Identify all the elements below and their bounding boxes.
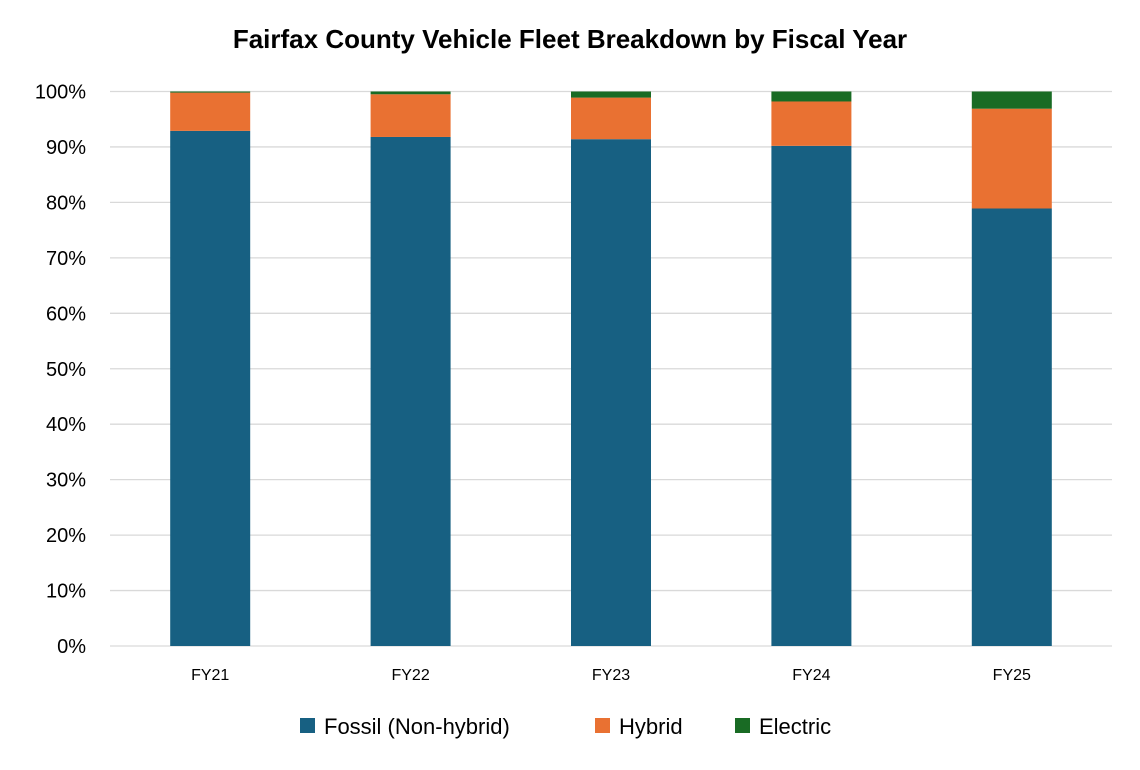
x-tick-label: FY25 <box>993 667 1031 684</box>
bar-electric-fy22 <box>370 91 451 95</box>
bar-hybrid-fy22 <box>370 94 451 137</box>
bar-fossil-non-hybrid-fy23 <box>571 139 651 646</box>
bar-hybrid-fy25 <box>971 108 1052 209</box>
y-tick-label: 10% <box>46 581 86 603</box>
x-axis-ticks: FY21 FY22 FY23 FY24 FY25 <box>191 667 1031 684</box>
legend-swatch <box>300 718 315 733</box>
bar-fossil-non-hybrid-fy21 <box>170 130 251 646</box>
bar-electric-fy24 <box>771 91 852 102</box>
y-tick-label: 90% <box>46 137 86 159</box>
bar-fossil-non-hybrid-fy25 <box>971 208 1052 646</box>
y-tick-label: 20% <box>46 525 86 547</box>
bar-electric-fy23 <box>571 91 651 98</box>
bar-hybrid-fy23 <box>571 97 651 140</box>
x-tick-label: FY21 <box>191 667 229 684</box>
y-tick-label: 60% <box>46 303 86 325</box>
bar-fossil-non-hybrid-fy22 <box>370 136 451 646</box>
legend-label: Hybrid <box>619 714 683 739</box>
legend-label: Fossil (Non-hybrid) <box>324 714 510 739</box>
bars <box>170 91 1052 646</box>
y-tick-label: 80% <box>46 192 86 214</box>
bar-hybrid-fy24 <box>771 101 852 146</box>
y-tick-label: 70% <box>46 248 86 270</box>
bar-electric-fy25 <box>971 91 1052 109</box>
x-tick-label: FY24 <box>792 667 830 684</box>
y-tick-label: 50% <box>46 359 86 381</box>
legend-swatch <box>595 718 610 733</box>
bar-hybrid-fy21 <box>170 92 251 131</box>
legend-swatch <box>735 718 750 733</box>
legend-label: Electric <box>759 714 831 739</box>
y-tick-label: 40% <box>46 414 86 436</box>
y-tick-label: 0% <box>57 636 86 658</box>
chart-title: Fairfax County Vehicle Fleet Breakdown b… <box>233 24 907 54</box>
legend: Fossil (Non-hybrid) Hybrid Electric <box>300 714 831 739</box>
x-tick-label: FY23 <box>592 667 630 684</box>
y-tick-label: 100% <box>35 82 86 104</box>
y-axis-ticks: 0% 10% 20% 30% 40% 50% 60% 70% 80% 90% 100% <box>35 82 86 659</box>
x-tick-label: FY22 <box>391 667 429 684</box>
bar-electric-fy21 <box>170 91 251 93</box>
y-tick-label: 30% <box>46 470 86 492</box>
bar-fossil-non-hybrid-fy24 <box>771 145 852 646</box>
